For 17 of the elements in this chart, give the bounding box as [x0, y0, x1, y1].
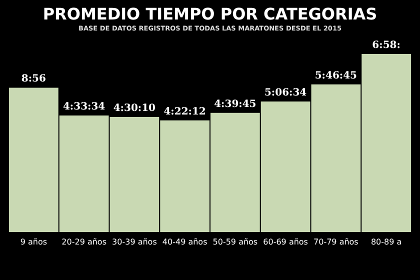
- data-label: 6:58:: [372, 40, 400, 51]
- x-tick-label: 80-89 a: [370, 238, 402, 246]
- data-label: 4:22:12: [164, 106, 206, 118]
- chart-title: PROMEDIO TIEMPO POR CATEGORIAS: [42, 4, 378, 24]
- x-tick-label: 9 años: [20, 238, 48, 246]
- x-tick-label: 60-69 años: [263, 238, 308, 246]
- x-tick-label: 30-39 años: [112, 238, 157, 246]
- data-label: 5:06:34: [264, 88, 307, 99]
- x-tick-label: 50-59 años: [212, 238, 258, 246]
- x-tick-label: 70-79 años: [314, 238, 358, 246]
- x-tick-label: 40-49 años: [162, 238, 208, 246]
- data-label: 4:39:45: [214, 98, 256, 110]
- data-label: 4:33:34: [62, 102, 106, 113]
- annotation: 8:56: [21, 74, 46, 85]
- x-tick-label: 20-29 años: [62, 238, 106, 246]
- data-label: 5:46:45: [314, 70, 358, 82]
- data-label: 4:30:10: [113, 103, 156, 114]
